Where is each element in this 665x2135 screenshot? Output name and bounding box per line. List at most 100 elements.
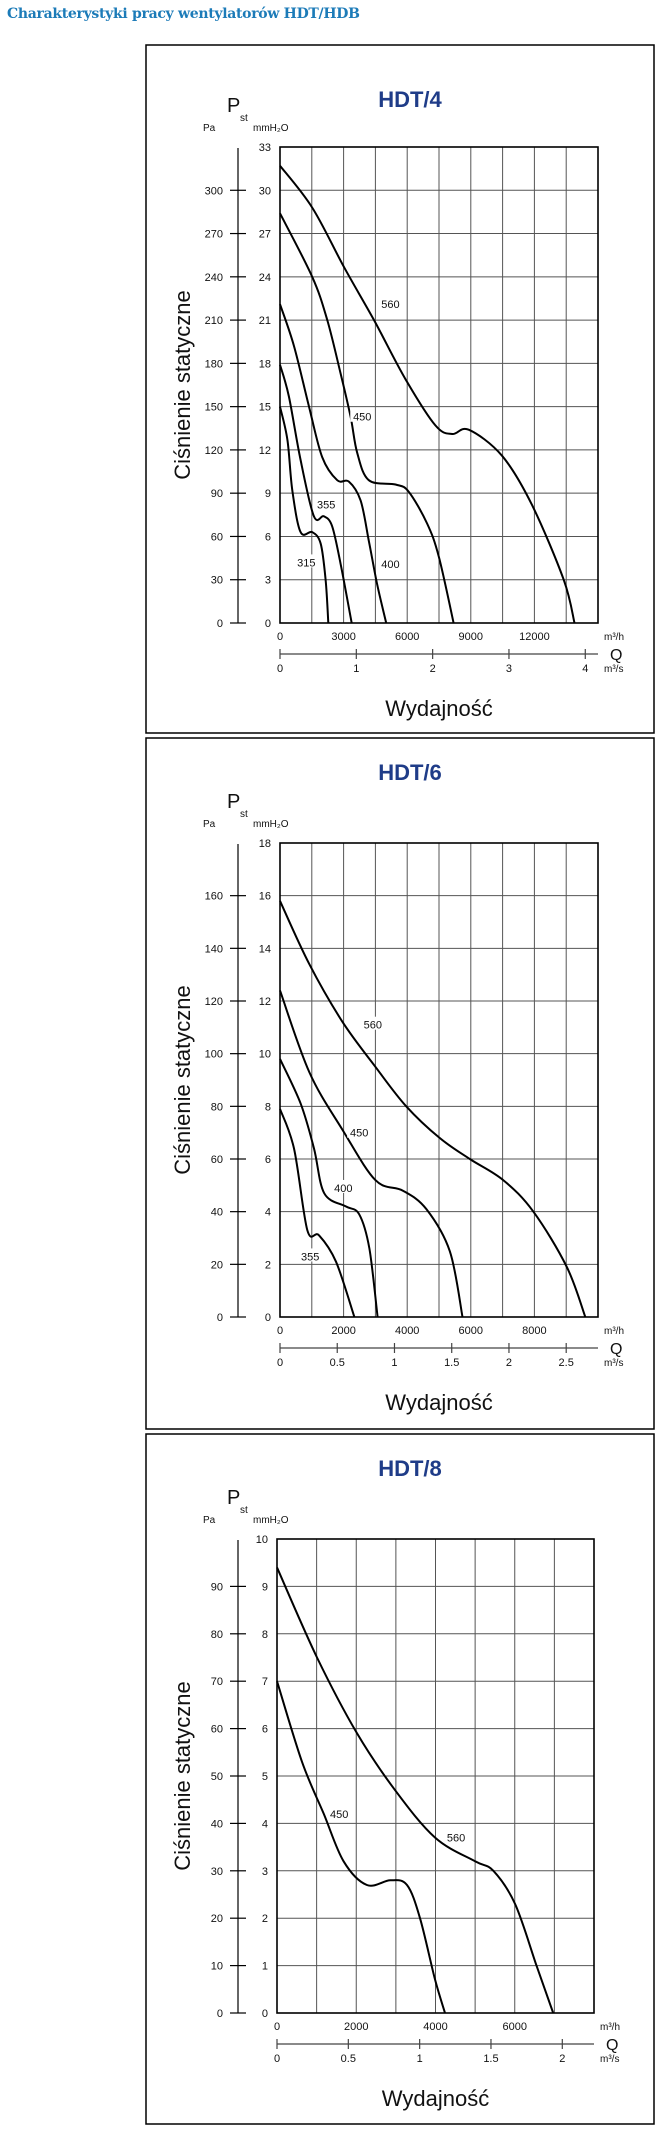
y-tick-label-pa: 60 [211, 1724, 223, 1736]
y-tick-label-pa: 30 [211, 1866, 223, 1878]
x-tick-label-m3h: 6000 [459, 1325, 483, 1337]
y-tick-label-pa: 20 [211, 1913, 223, 1925]
x-tick-label-m3s: 1 [417, 2053, 423, 2065]
curve-series-400 [279, 303, 388, 624]
y-tick-label-mmh2o: 7 [262, 1676, 268, 1688]
x-tick-label-m3h: 0 [277, 631, 283, 643]
curve-series-315 [279, 406, 330, 624]
curve-series-450 [279, 212, 455, 624]
y-tick-label-pa: 40 [211, 1207, 223, 1219]
x-tick-label-m3s: 1.5 [483, 2053, 498, 2065]
y-symbol-subscript: st [240, 113, 248, 124]
y-tick-label-pa: 150 [205, 402, 223, 414]
y-unit-pa: Pa [203, 123, 216, 134]
x-unit-m3h: m³/h [604, 1326, 624, 1337]
y-tick-label-mmh2o: 2 [262, 1913, 268, 1925]
series-label-400: 400 [381, 559, 399, 571]
x-unit-m3s: m³/s [604, 664, 623, 675]
y-tick-label-pa: 180 [205, 358, 223, 370]
y-tick-label-mmh2o: 5 [262, 1771, 268, 1783]
series-label-background [360, 1016, 385, 1030]
y-tick-label-mmh2o: 4 [262, 1818, 268, 1830]
series-label-background [347, 1124, 372, 1138]
y-unit-pa: Pa [203, 1515, 216, 1526]
y-tick-label-mmh2o: 8 [265, 1101, 271, 1113]
x-tick-label-m3h: 8000 [522, 1325, 546, 1337]
y-tick-label-mmh2o: 12 [259, 445, 271, 457]
x-tick-label-m3s: 1 [353, 663, 359, 675]
y-tick-label-pa: 10 [211, 1961, 223, 1973]
y-symbol: P [227, 791, 240, 813]
panel-border [145, 1433, 655, 2125]
y-tick-label-pa: 120 [205, 445, 223, 457]
chart-title: HDT/6 [378, 760, 442, 785]
y-tick-label-pa: 90 [211, 1581, 223, 1593]
series-label-background [327, 1805, 352, 1819]
y-tick-label-pa: 210 [205, 315, 223, 327]
y-tick-label-pa: 50 [211, 1771, 223, 1783]
x-symbol: Q [606, 2037, 618, 2054]
y-tick-label-mmh2o: 27 [259, 229, 271, 241]
curve-series-450 [279, 990, 464, 1318]
y-tick-label-mmh2o: 24 [259, 272, 271, 284]
chart-title: HDT/4 [378, 87, 442, 112]
y-tick-label-pa: 40 [211, 1818, 223, 1830]
curve-series-560 [279, 165, 576, 624]
y-tick-label-pa: 0 [217, 2008, 223, 2020]
y-tick-label-mmh2o: 10 [256, 1534, 268, 1546]
y-axis-title: Ciśnienie statyczne [170, 985, 195, 1175]
x-symbol: Q [610, 647, 622, 664]
x-tick-label-m3h: 6000 [395, 631, 419, 643]
x-tick-label-m3s: 0.5 [341, 2053, 356, 2065]
y-tick-label-pa: 300 [205, 185, 223, 197]
curve-series-355 [279, 364, 353, 624]
x-tick-label-m3h: 0 [274, 2021, 280, 2033]
y-symbol: P [227, 1487, 240, 1509]
x-symbol: Q [610, 1341, 622, 1358]
series-label-450: 450 [353, 412, 371, 424]
x-axis-title: Wydajność [382, 2086, 489, 2111]
x-unit-m3h: m³/h [604, 632, 624, 643]
x-tick-label-m3s: 2 [506, 1357, 512, 1369]
y-tick-label-mmh2o: 18 [259, 358, 271, 370]
y-tick-label-mmh2o: 8 [262, 1629, 268, 1641]
y-axis-title: Ciśnienie statyczne [170, 1681, 195, 1871]
series-label-background [331, 1179, 356, 1193]
series-label-450: 450 [350, 1128, 368, 1140]
series-label-560: 560 [364, 1020, 382, 1032]
y-symbol-subscript: st [240, 1505, 248, 1516]
y-tick-label-mmh2o: 14 [259, 943, 271, 955]
y-unit-mmh2o: mmH₂O [253, 1515, 289, 1526]
y-tick-label-pa: 70 [211, 1676, 223, 1688]
y-tick-label-mmh2o: 21 [259, 315, 271, 327]
series-label-background [378, 296, 403, 310]
y-unit-mmh2o: mmH₂O [253, 819, 289, 830]
y-tick-label-mmh2o: 2 [265, 1259, 271, 1271]
y-tick-label-pa: 240 [205, 272, 223, 284]
x-tick-label-m3s: 0 [277, 663, 283, 675]
x-tick-label-m3s: 1 [391, 1357, 397, 1369]
y-tick-label-mmh2o: 18 [259, 838, 271, 850]
x-tick-label-m3h: 4000 [423, 2021, 447, 2033]
x-tick-label-m3h: 3000 [331, 631, 355, 643]
x-tick-label-m3h: 6000 [503, 2021, 527, 2033]
y-tick-label-mmh2o: 3 [265, 575, 271, 587]
y-tick-label-mmh2o: 1 [262, 1961, 268, 1973]
series-label-560: 560 [381, 299, 399, 311]
x-tick-label-m3h: 4000 [395, 1325, 419, 1337]
y-tick-label-pa: 60 [211, 531, 223, 543]
x-tick-label-m3s: 2.5 [559, 1357, 574, 1369]
y-tick-label-mmh2o: 15 [259, 402, 271, 414]
chart-panel-hdt-6: HDT/602468101214161802040608010012014016… [145, 737, 655, 1430]
series-label-background [314, 496, 339, 510]
curve-series-560 [279, 900, 587, 1318]
y-tick-label-pa: 0 [217, 618, 223, 630]
curve-series-400 [279, 1058, 379, 1318]
y-tick-label-mmh2o: 6 [265, 531, 271, 543]
series-label-background [378, 555, 403, 569]
series-label-background [294, 554, 319, 568]
curve-series-355 [279, 1108, 356, 1318]
series-label-355: 355 [301, 1251, 319, 1263]
y-unit-mmh2o: mmH₂O [253, 123, 289, 134]
